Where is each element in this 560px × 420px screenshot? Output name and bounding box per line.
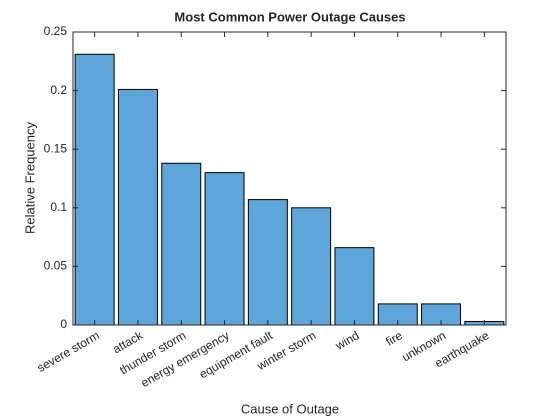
bar [117, 88, 158, 326]
x-tick-label: wind [332, 328, 361, 353]
bar [74, 53, 115, 326]
y-tick-label: 0.1 [50, 200, 67, 214]
chart-title: Most Common Power Outage Causes [174, 9, 405, 24]
x-axis-label: Cause of Outage [241, 401, 339, 416]
bar [161, 162, 202, 326]
bar [247, 199, 288, 326]
x-tick-label: fire [383, 328, 405, 349]
x-tick-label: severe storm [35, 328, 102, 375]
y-tick-label: 0 [60, 317, 67, 331]
axes-box [72, 31, 507, 326]
y-tick-label: 0.15 [44, 141, 68, 155]
y-tick-label: 0.05 [44, 259, 68, 273]
y-axis-label: Relative Frequency [22, 122, 37, 234]
bar [334, 247, 375, 326]
bar [204, 172, 245, 326]
y-tick-label: 0.2 [50, 83, 67, 97]
y-tick-label: 0.25 [44, 24, 68, 38]
bar [291, 207, 332, 326]
